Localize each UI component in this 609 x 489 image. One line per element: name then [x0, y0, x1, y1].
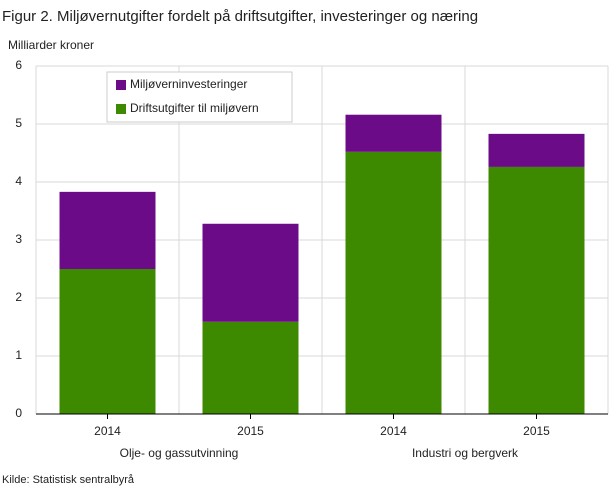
- bar-segment: [59, 191, 156, 269]
- y-tick-label: 3: [15, 232, 22, 246]
- bar-segment: [202, 223, 299, 322]
- legend-swatch: [116, 80, 126, 90]
- y-tick-label: 4: [15, 174, 22, 188]
- group-label: Olje- og gassutvinning: [120, 446, 239, 460]
- x-tick-label: 2015: [237, 424, 264, 438]
- bar-segment: [59, 269, 156, 414]
- y-tick-label: 2: [15, 290, 22, 304]
- bar-segment: [488, 133, 585, 167]
- bar-segment: [345, 114, 442, 152]
- y-tick-label: 6: [15, 58, 22, 72]
- legend-label: Driftsutgifter til miljøvern: [130, 101, 259, 115]
- legend-box: [106, 71, 293, 123]
- y-tick-label: 5: [15, 116, 22, 130]
- y-tick-label: 0: [15, 406, 22, 420]
- y-axis-label: Milliarder kroner: [8, 38, 94, 52]
- x-tick-label: 2014: [380, 424, 407, 438]
- bar-segment: [202, 321, 299, 414]
- y-tick-label: 1: [15, 348, 22, 362]
- bar-segment: [488, 166, 585, 414]
- chart-title: Figur 2. Miljøvernutgifter fordelt på dr…: [2, 8, 478, 25]
- group-label: Industri og bergverk: [412, 446, 519, 460]
- x-tick-label: 2015: [523, 424, 550, 438]
- legend-label: Miljøverninvesteringer: [130, 77, 247, 91]
- x-tick-label: 2014: [94, 424, 121, 438]
- bar-segment: [345, 151, 442, 414]
- legend-swatch: [116, 104, 126, 114]
- source: Kilde: Statistisk sentralbyrå: [2, 474, 135, 486]
